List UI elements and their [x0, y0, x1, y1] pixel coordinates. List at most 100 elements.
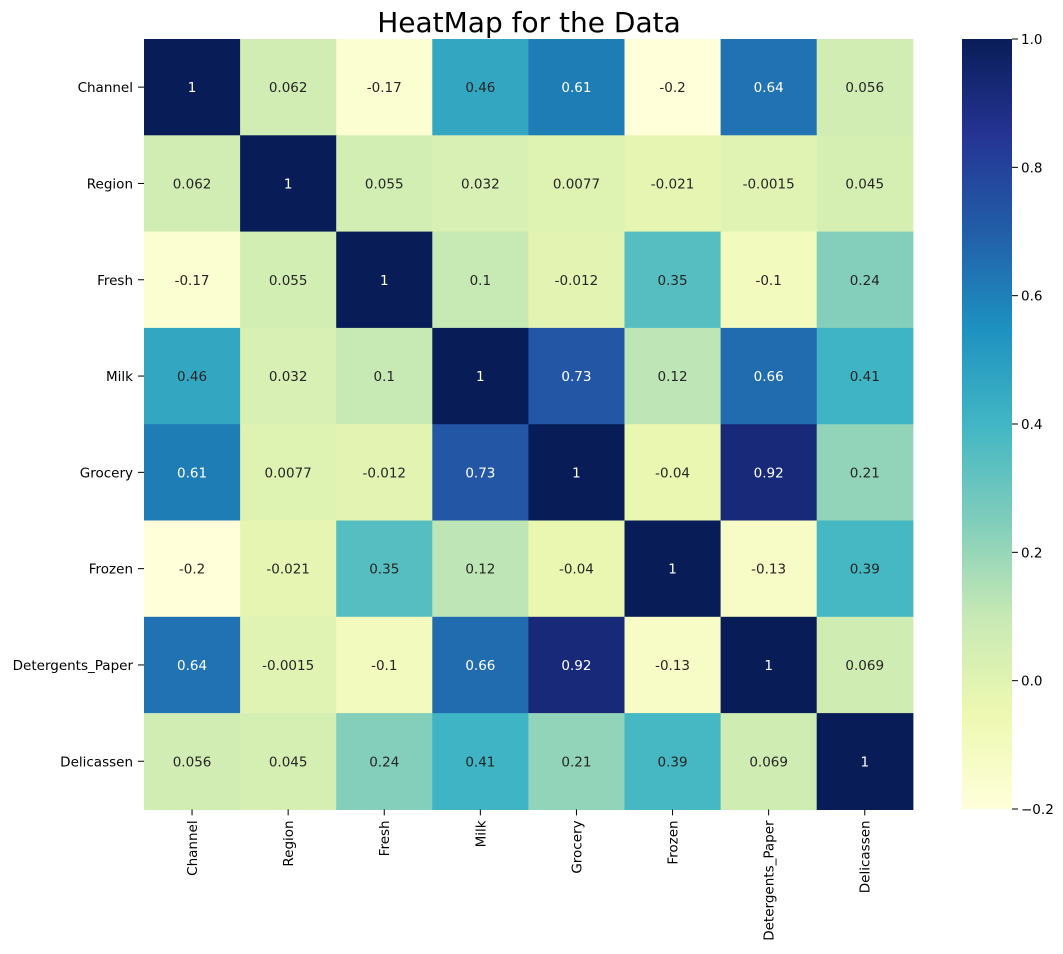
colorbar-tick-label: 1.0	[1021, 32, 1042, 48]
cell-annotation: -0.04	[655, 465, 690, 481]
heatmap-cell	[240, 520, 337, 618]
heatmap-cell	[624, 424, 722, 522]
cell-annotation: 1	[764, 658, 773, 674]
heatmap-cell	[240, 616, 337, 714]
cell-annotation: 0.61	[177, 465, 207, 481]
heatmap-cell	[816, 231, 914, 329]
colorbar-tick-label: 0.0	[1021, 674, 1042, 690]
cell-annotation: -0.1	[371, 658, 397, 674]
heatmap-cell	[816, 327, 914, 425]
heatmap-cell	[432, 424, 529, 522]
heatmap-cell	[720, 231, 818, 329]
x-tick-labels: Channel Region Fresh Milk Grocery Frozen Deter…	[185, 809, 874, 941]
heatmap-cell	[528, 616, 626, 714]
y-tick-label: Detergents_Paper	[13, 658, 134, 674]
colorbar-tick-label: 0.4	[1021, 417, 1042, 433]
heatmap-cell	[240, 135, 337, 233]
cell-annotation: -0.2	[179, 562, 205, 578]
cell-annotation: 1	[284, 176, 293, 192]
cell-annotation: -0.04	[559, 562, 594, 578]
cell-annotation: 0.64	[754, 80, 784, 96]
y-tick-label: Region	[87, 176, 133, 192]
heatmap-cell	[528, 135, 626, 233]
cell-annotation: 0.66	[465, 658, 495, 674]
x-tick-label: Fresh	[377, 820, 393, 856]
heatmap-cell	[336, 424, 433, 522]
heatmap-cell	[432, 713, 529, 810]
cell-annotation: 0.062	[269, 80, 308, 96]
heatmap-cell	[816, 424, 914, 522]
cell-annotation: 0.64	[177, 658, 207, 674]
y-tick-label: Channel	[78, 80, 133, 96]
heatmap-cell	[624, 39, 722, 136]
colorbar-tick-label: 0.2	[1021, 545, 1042, 561]
cell-annotation: 0.21	[561, 754, 591, 770]
x-tick-label: Frozen	[666, 820, 682, 864]
colorbar-gradient	[962, 39, 1012, 809]
cell-annotation: 0.069	[749, 754, 788, 770]
cell-annotation: -0.012	[362, 465, 406, 481]
heatmap-cell	[720, 135, 818, 233]
cell-annotation: -0.0015	[743, 176, 795, 192]
colorbar-tick-label: 0.6	[1021, 289, 1042, 305]
cell-annotation: 0.73	[561, 369, 591, 385]
cell-annotation: -0.1	[755, 273, 781, 289]
cell-annotation: 0.045	[269, 754, 308, 770]
heatmap-cell	[432, 135, 529, 233]
heatmap-cell	[240, 327, 337, 425]
colorbar-tick-label: 0.8	[1021, 160, 1042, 176]
heatmap-cell	[432, 616, 529, 714]
cell-annotation: -0.0015	[262, 658, 314, 674]
cell-annotation: 0.39	[658, 754, 688, 770]
cell-annotation: 0.0077	[553, 176, 600, 192]
cell-annotation: 0.41	[850, 369, 880, 385]
colorbar-tick-label: −0.2	[1021, 802, 1054, 818]
y-tick-label: Milk	[106, 369, 133, 385]
y-tick-label: Fresh	[97, 273, 133, 289]
cell-annotation: 0.73	[465, 465, 495, 481]
cell-annotation: -0.17	[367, 80, 402, 96]
heatmap-cell	[144, 135, 241, 233]
cell-annotation: 0.61	[561, 80, 591, 96]
cell-annotation: 1	[860, 754, 869, 770]
cell-annotation: 0.12	[465, 562, 495, 578]
chart-title: HeatMap for the Data	[377, 6, 681, 39]
heatmap-cell	[336, 231, 433, 329]
cell-annotation: -0.2	[659, 80, 685, 96]
heatmap-cell	[336, 39, 433, 136]
cell-annotation: 1	[380, 273, 389, 289]
heatmap-cell	[528, 39, 626, 136]
heatmap-cell	[624, 616, 722, 714]
cell-annotation: 0.062	[173, 176, 212, 192]
heatmap-cell	[624, 713, 722, 810]
heatmap-cell	[816, 616, 914, 714]
cell-annotation: -0.021	[266, 562, 310, 578]
heatmap-cell	[240, 231, 337, 329]
heatmap-cell	[720, 713, 818, 810]
heatmap-cell	[720, 520, 818, 618]
heatmap-cell	[144, 520, 241, 618]
cell-annotation: 1	[476, 369, 485, 385]
heatmap-cell	[144, 616, 241, 714]
cell-annotation: -0.13	[751, 562, 786, 578]
heatmap-cell	[720, 616, 818, 714]
cell-annotation: 0.92	[754, 465, 784, 481]
cell-annotation: 0.35	[369, 562, 399, 578]
heatmap-cell	[336, 616, 433, 714]
cell-annotation: -0.17	[175, 273, 210, 289]
y-tick-label: Grocery	[80, 465, 133, 481]
cell-annotation: 1	[572, 465, 581, 481]
cell-annotation: 0.055	[365, 176, 404, 192]
cell-annotation: 0.056	[845, 80, 884, 96]
heatmap-annotations: 1 0.062 -0.17 0.46 0.61 -0.2 0.64 0.056 0.062 1 0.…	[173, 80, 884, 770]
cell-annotation: 0.032	[269, 369, 308, 385]
heatmap-cell	[528, 424, 626, 522]
heatmap-cell	[432, 231, 529, 329]
cell-annotation: 0.1	[374, 369, 395, 385]
cell-annotation: -0.13	[655, 658, 690, 674]
cell-annotation: 0.46	[177, 369, 207, 385]
cell-annotation: 0.069	[845, 658, 884, 674]
y-tick-labels: Channel Region Fresh Milk Grocery Frozen Deter…	[13, 80, 144, 770]
heatmap-cell	[624, 231, 722, 329]
cell-annotation: 0.46	[465, 80, 495, 96]
